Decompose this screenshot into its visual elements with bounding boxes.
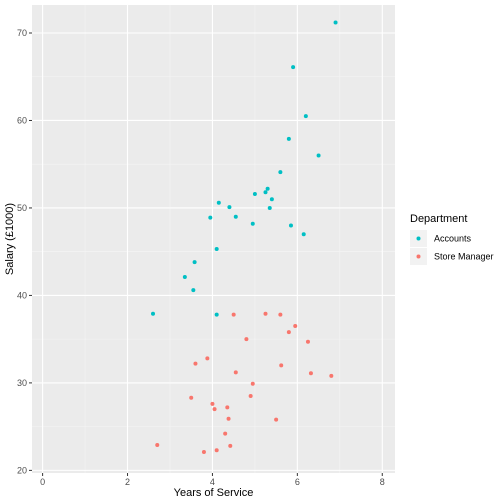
- y-tick-label: 50: [17, 203, 27, 213]
- point-store-manager: [212, 407, 217, 412]
- point-accounts: [214, 247, 219, 252]
- point-accounts: [263, 190, 268, 195]
- point-store-manager: [248, 394, 253, 399]
- plot-panel: [32, 5, 395, 473]
- y-tick-label: 40: [17, 290, 27, 300]
- point-accounts: [250, 221, 255, 226]
- point-accounts: [269, 197, 274, 202]
- x-tick-label: 8: [380, 477, 385, 487]
- point-store-manager: [308, 371, 313, 376]
- point-store-manager: [293, 324, 298, 329]
- point-accounts: [216, 200, 221, 205]
- point-accounts: [227, 205, 232, 210]
- point-store-manager: [263, 311, 268, 316]
- legend: Department Accounts Store Manager: [410, 213, 494, 265]
- legend-entries: Accounts Store Manager: [410, 230, 494, 265]
- legend-title: Department: [410, 213, 467, 225]
- x-axis-title: Years of Service: [174, 487, 254, 499]
- point-store-manager: [205, 356, 210, 361]
- x-tick-label: 0: [40, 477, 45, 487]
- point-accounts: [151, 311, 155, 316]
- point-store-manager: [210, 401, 215, 406]
- point-store-manager: [244, 337, 249, 342]
- point-accounts: [182, 275, 187, 280]
- point-accounts: [192, 260, 197, 265]
- point-accounts: [191, 288, 196, 293]
- point-accounts: [291, 65, 296, 70]
- legend-key-store-manager: [416, 254, 421, 259]
- major-gridlines: [32, 5, 395, 473]
- point-accounts: [214, 312, 219, 317]
- point-accounts: [316, 153, 321, 158]
- point-store-manager: [286, 330, 291, 335]
- point-store-manager: [274, 417, 279, 422]
- legend-key-accounts: [416, 236, 421, 241]
- point-accounts: [278, 170, 283, 175]
- point-store-manager: [233, 370, 238, 375]
- point-accounts: [301, 232, 306, 237]
- y-tick-label: 30: [17, 378, 27, 388]
- point-store-manager: [228, 443, 233, 448]
- y-axis-title: Salary (£1000): [4, 203, 16, 275]
- x-tick-label: 2: [125, 477, 130, 487]
- point-store-manager: [250, 381, 255, 386]
- data-points: [151, 20, 338, 455]
- point-accounts: [233, 214, 238, 219]
- point-store-manager: [189, 395, 194, 400]
- point-store-manager: [278, 312, 283, 317]
- point-store-manager: [226, 416, 231, 421]
- point-store-manager: [223, 431, 228, 436]
- point-store-manager: [155, 443, 160, 448]
- y-tick-label: 20: [17, 465, 27, 475]
- x-tick-label: 6: [295, 477, 300, 487]
- point-store-manager: [329, 373, 334, 378]
- point-accounts: [252, 191, 257, 196]
- point-accounts: [265, 186, 270, 191]
- point-store-manager: [305, 339, 310, 344]
- point-accounts: [267, 205, 272, 210]
- x-axis-ticks: 0 2 4 6 8: [40, 473, 385, 487]
- x-tick-label: 4: [210, 477, 215, 487]
- point-store-manager: [231, 312, 236, 317]
- point-store-manager: [201, 450, 206, 455]
- point-store-manager: [225, 405, 230, 410]
- y-tick-label: 60: [17, 115, 27, 125]
- point-accounts: [333, 20, 338, 25]
- y-tick-label: 70: [17, 28, 27, 38]
- point-store-manager: [214, 448, 219, 453]
- point-accounts: [288, 223, 293, 228]
- legend-label-store-manager: Store Manager: [434, 252, 494, 262]
- point-accounts: [286, 136, 291, 141]
- y-axis-ticks: 20 30 40 50 60 70: [17, 28, 32, 475]
- point-accounts: [303, 114, 308, 119]
- point-store-manager: [279, 363, 284, 368]
- minor-gridlines: [32, 5, 395, 473]
- point-store-manager: [193, 361, 198, 366]
- legend-label-accounts: Accounts: [434, 234, 472, 244]
- point-accounts: [208, 215, 213, 220]
